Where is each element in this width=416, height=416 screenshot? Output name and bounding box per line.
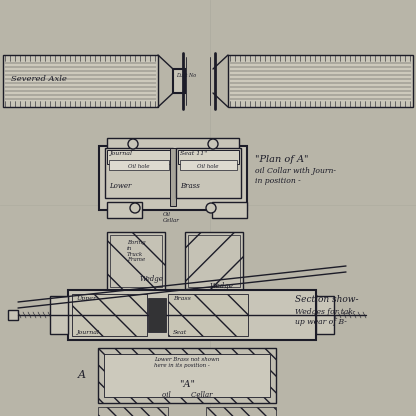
Bar [98,407,168,416]
Bar [188,235,240,287]
Text: Oil hole: Oil hole [128,164,150,169]
Bar [170,148,176,206]
Text: Lower Brass not shown
here in its position -: Lower Brass not shown here in its positi… [154,357,220,368]
Text: Dust No: Dust No [176,73,196,78]
Text: Wedge: Wedge [140,275,164,283]
Bar [98,348,276,403]
Text: Oil hole: Oil hole [197,164,219,169]
Text: Brass: Brass [173,296,191,301]
Bar [230,61,411,101]
Text: Journal: Journal [109,151,132,156]
Bar [68,290,316,340]
Circle shape [208,139,218,149]
Text: Section show-: Section show- [295,295,359,304]
Text: Upper: Upper [76,296,96,301]
Bar [316,296,334,334]
Bar [107,138,239,150]
Circle shape [130,203,140,213]
Text: "A": "A" [179,380,195,389]
Bar [168,294,248,336]
Text: A: A [78,370,86,380]
Text: in position -: in position - [255,177,301,185]
Circle shape [206,203,216,213]
Bar [107,202,142,218]
Bar [72,294,147,336]
Text: Lower: Lower [109,182,131,190]
Bar [107,232,165,290]
Bar [99,146,247,210]
Bar [107,150,171,164]
Text: Boring
in
Truck
Frame: Boring in Truck Frame [127,240,145,262]
Bar [8,310,18,320]
Text: Brass: Brass [180,182,200,190]
Text: Oil
Cellar: Oil Cellar [163,212,179,223]
Bar [185,232,243,290]
Bar [148,298,166,332]
Text: oil Collar with Journ-: oil Collar with Journ- [255,167,336,175]
Bar [176,148,241,198]
Text: oil         Cellar: oil Cellar [162,391,212,399]
Bar [180,160,237,170]
Text: Journal: Journal [76,330,99,335]
Text: Wedges for tak-: Wedges for tak- [295,308,356,316]
Bar [206,407,276,416]
Text: Wedge: Wedge [210,282,234,290]
Text: "Plan of A": "Plan of A" [255,155,309,164]
Bar [109,160,169,170]
Bar [228,55,413,107]
Bar [3,55,158,107]
Bar [173,69,185,93]
Bar [104,354,270,397]
Bar [105,148,173,198]
Text: Seat: Seat [173,330,187,335]
Circle shape [128,139,138,149]
Bar [212,202,247,218]
Bar [5,61,156,101]
Bar [50,296,68,334]
Bar [178,150,239,164]
Bar [110,235,162,287]
Text: Seat 11": Seat 11" [180,151,207,156]
Text: Severed Axle: Severed Axle [11,75,67,83]
Text: up wear of B-: up wear of B- [295,318,347,326]
